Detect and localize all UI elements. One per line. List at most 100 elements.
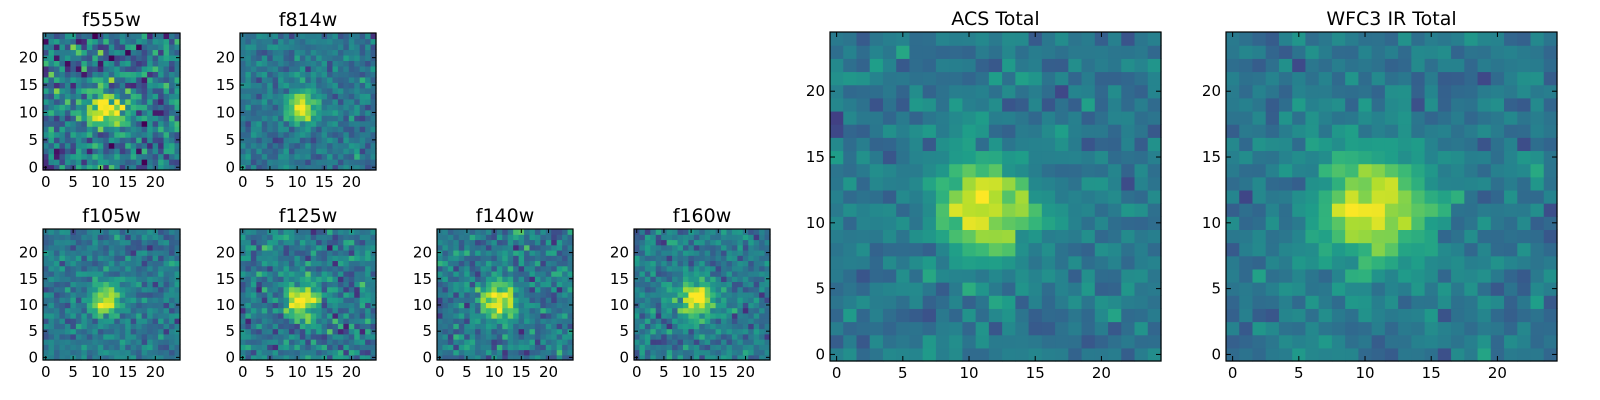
pixel bbox=[677, 249, 684, 256]
pixel bbox=[869, 176, 884, 191]
pixel bbox=[661, 281, 668, 288]
pixel bbox=[1517, 282, 1532, 296]
pixel bbox=[343, 54, 350, 61]
x-tick-label: 20 bbox=[1092, 364, 1111, 382]
pixel bbox=[524, 260, 531, 267]
pixel bbox=[250, 43, 257, 51]
pixel bbox=[1239, 321, 1254, 336]
pixel bbox=[1371, 255, 1386, 270]
pixel bbox=[294, 265, 301, 272]
pixel bbox=[125, 43, 132, 51]
pixel bbox=[529, 234, 536, 241]
pixel bbox=[693, 339, 700, 345]
pixel bbox=[688, 286, 695, 293]
pixel bbox=[699, 333, 706, 340]
pixel bbox=[299, 302, 306, 309]
pixel bbox=[288, 159, 295, 166]
pixel bbox=[935, 84, 950, 99]
pixel bbox=[655, 323, 662, 330]
pixel bbox=[147, 104, 154, 111]
pixel bbox=[245, 76, 252, 83]
pixel bbox=[1517, 203, 1532, 217]
pixel bbox=[272, 65, 279, 72]
pixel bbox=[370, 153, 377, 160]
pixel bbox=[1517, 242, 1532, 257]
pixel bbox=[562, 260, 569, 267]
pixel bbox=[272, 281, 279, 288]
pixel bbox=[354, 115, 361, 122]
pixel bbox=[152, 148, 159, 155]
pixel bbox=[518, 297, 525, 303]
pixel bbox=[327, 54, 334, 61]
pixel bbox=[354, 255, 361, 262]
pixel bbox=[125, 344, 132, 351]
pixel bbox=[147, 60, 154, 67]
pixel bbox=[316, 126, 323, 133]
pixel bbox=[693, 302, 700, 309]
pixel bbox=[316, 270, 323, 277]
pixel bbox=[540, 291, 547, 298]
pixel bbox=[256, 159, 263, 166]
pixel bbox=[256, 131, 263, 138]
pixel bbox=[562, 249, 569, 256]
pixel bbox=[1002, 255, 1016, 270]
pixel bbox=[507, 291, 514, 298]
pixel bbox=[321, 286, 328, 293]
pixel bbox=[332, 148, 339, 155]
pixel bbox=[294, 323, 301, 330]
pixel bbox=[1041, 347, 1056, 362]
pixel bbox=[86, 244, 93, 251]
pixel bbox=[294, 60, 301, 67]
pixel bbox=[240, 281, 247, 288]
pixel bbox=[556, 281, 563, 288]
pixel bbox=[513, 270, 520, 277]
pixel bbox=[152, 38, 159, 45]
pixel bbox=[1345, 163, 1359, 178]
pixel bbox=[108, 255, 115, 262]
pixel bbox=[453, 260, 460, 267]
pixel bbox=[1147, 282, 1162, 296]
pixel bbox=[245, 98, 252, 105]
pixel bbox=[332, 333, 339, 340]
pixel bbox=[343, 349, 350, 356]
pixel bbox=[343, 93, 350, 100]
pixel bbox=[909, 84, 924, 99]
pixel bbox=[1398, 242, 1412, 257]
x-tick-label: 0 bbox=[632, 363, 642, 381]
pixel bbox=[644, 265, 651, 272]
pixel bbox=[316, 297, 323, 303]
pixel bbox=[288, 109, 295, 116]
pixel bbox=[97, 65, 104, 72]
pixel bbox=[256, 255, 263, 262]
pixel bbox=[922, 124, 937, 138]
pixel bbox=[64, 260, 71, 267]
pixel bbox=[108, 65, 115, 72]
pixel bbox=[672, 307, 679, 314]
pixel bbox=[731, 229, 738, 235]
pixel bbox=[305, 239, 312, 246]
pixel bbox=[491, 328, 498, 335]
pixel bbox=[174, 281, 181, 288]
pixel bbox=[475, 323, 482, 330]
pixel bbox=[163, 344, 170, 351]
pixel bbox=[1398, 150, 1412, 165]
pixel bbox=[97, 142, 104, 149]
pixel bbox=[136, 33, 143, 40]
pixel bbox=[869, 295, 884, 309]
pixel bbox=[1239, 150, 1254, 165]
pixel bbox=[682, 239, 689, 246]
pixel bbox=[359, 126, 366, 133]
pixel bbox=[1002, 189, 1016, 204]
pixel bbox=[830, 110, 844, 125]
pixel bbox=[48, 33, 55, 40]
pixel bbox=[496, 354, 503, 361]
pixel bbox=[348, 43, 355, 51]
pixel bbox=[496, 260, 503, 267]
pixel bbox=[64, 328, 71, 335]
pixel bbox=[136, 82, 143, 89]
pixel bbox=[240, 270, 247, 277]
pixel bbox=[843, 137, 858, 152]
pixel bbox=[1384, 308, 1399, 323]
pixel bbox=[48, 65, 55, 72]
